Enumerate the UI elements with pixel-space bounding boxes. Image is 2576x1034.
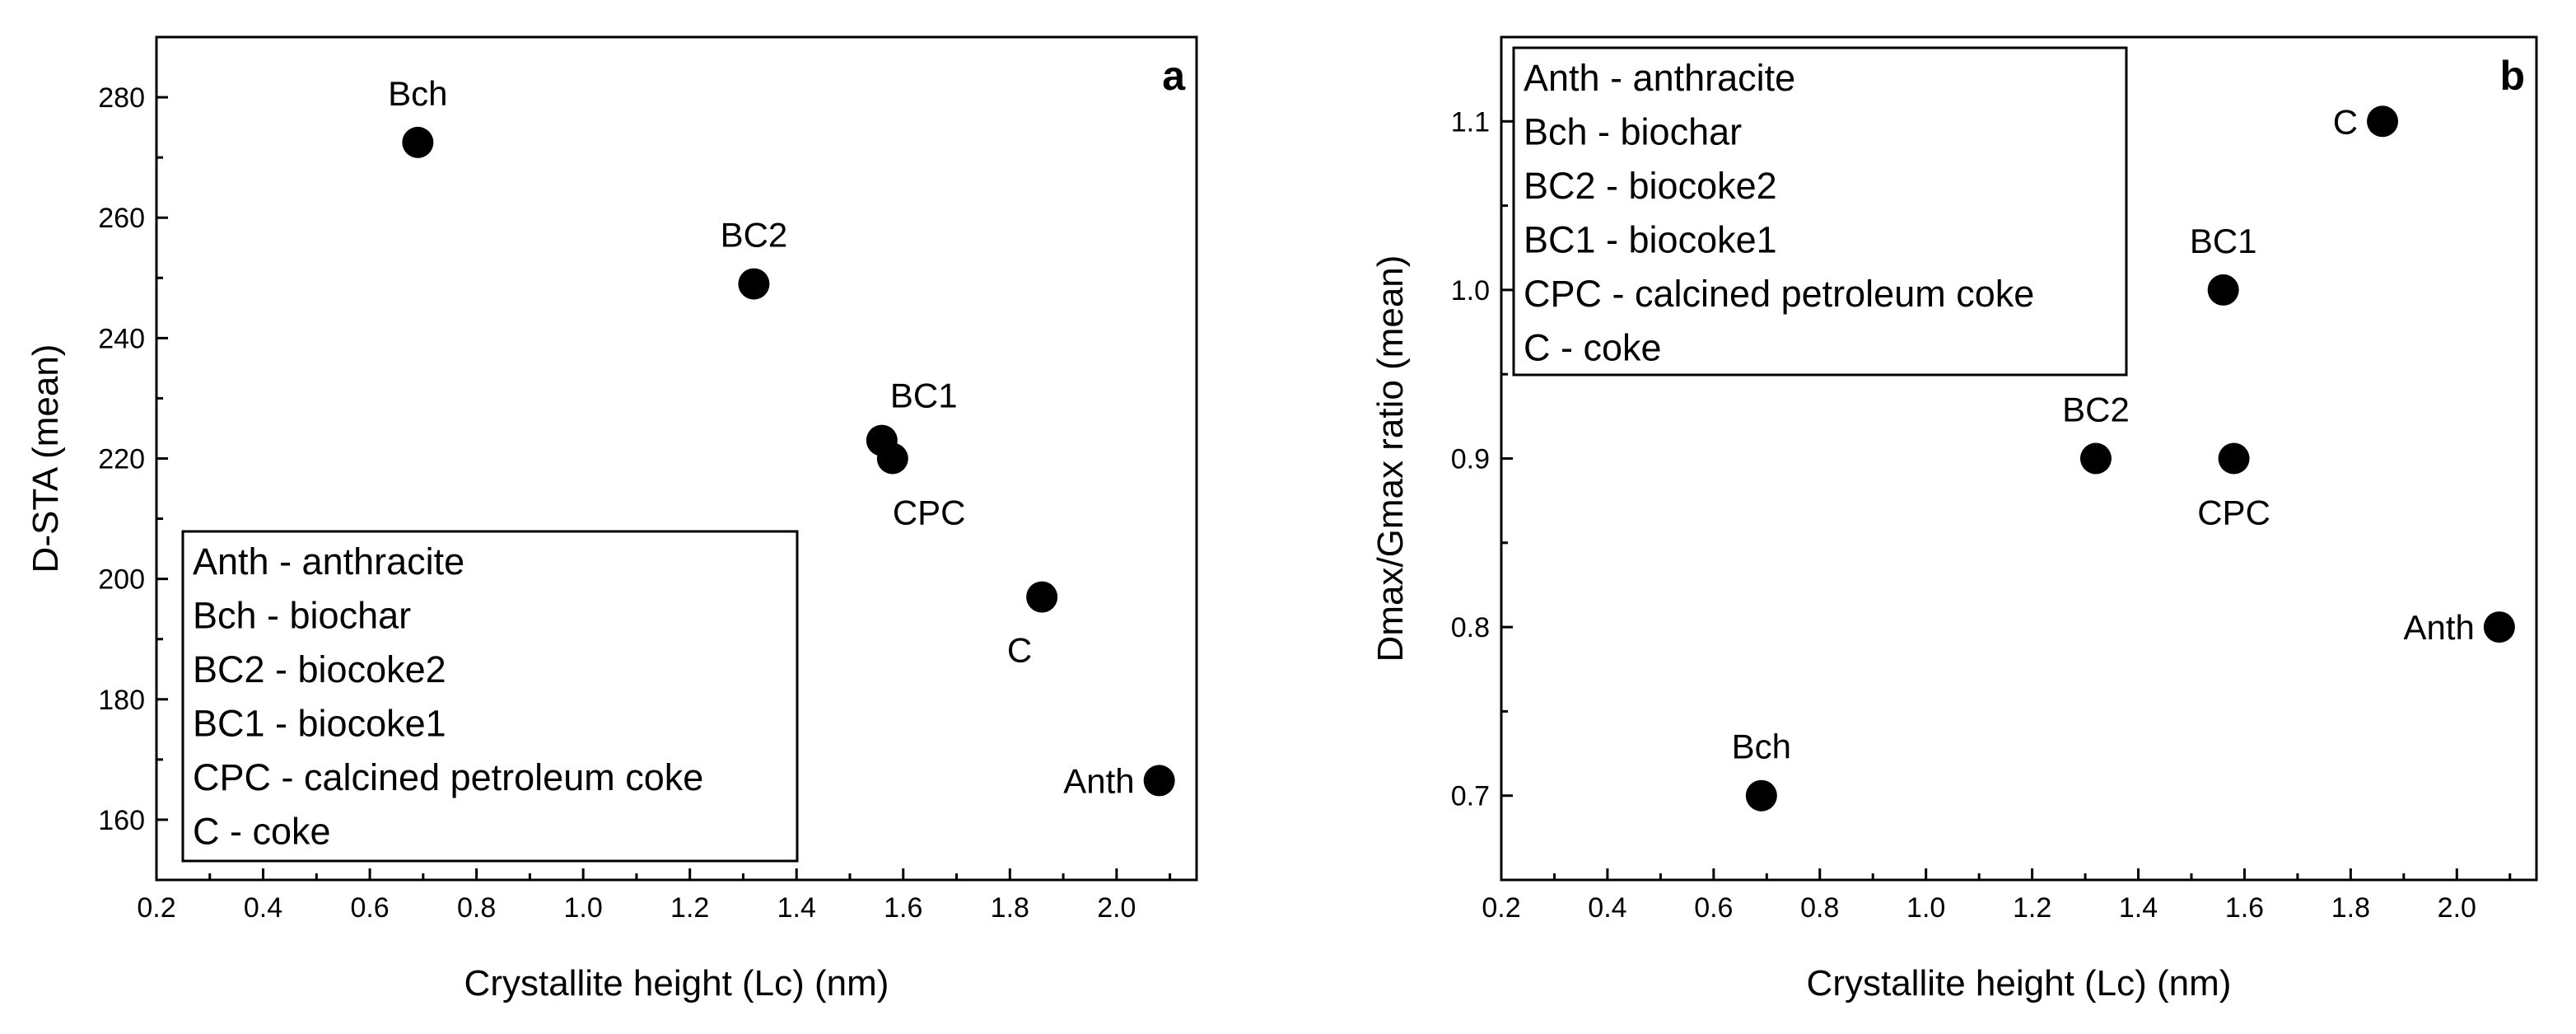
- x-tick-label: 0.8: [1800, 892, 1839, 924]
- legend-entry: Anth - anthracite: [1524, 57, 1795, 99]
- x-tick-label: 1.0: [1906, 892, 1945, 924]
- point-label-anth: Anth: [1063, 761, 1134, 800]
- y-tick-label: 200: [98, 564, 145, 596]
- y-tick-label: 0.9: [1451, 444, 1490, 475]
- panel-label: a: [1162, 53, 1186, 99]
- data-point-c: [1026, 581, 1058, 613]
- y-tick-label: 280: [98, 82, 145, 114]
- legend-entry: Bch - biochar: [1524, 111, 1742, 153]
- point-label-bc1: BC1: [890, 377, 958, 415]
- point-label-bch: Bch: [1732, 728, 1791, 766]
- legend-entry: C - coke: [193, 811, 331, 853]
- y-axis-label: Dmax/Gmax ratio (mean): [1370, 255, 1411, 662]
- y-tick-label: 240: [98, 323, 145, 354]
- data-point-anth: [1143, 765, 1175, 797]
- x-tick-label: 1.2: [2013, 892, 2051, 924]
- point-label-bc2: BC2: [2062, 391, 2130, 429]
- legend-entry: BC2 - biocoke2: [1524, 165, 1777, 207]
- panel-b: 0.2 0.4 0.6 0.8 1.0 1.2 1.4 1.6 1.8 2.0 0.7 0.8 0.9 1…: [1370, 35, 2538, 1004]
- y-tick-label: 1.1: [1451, 106, 1490, 138]
- legend: Anth - anthracite Bch - biochar BC2 - bioc…: [1512, 46, 2128, 377]
- point-label-cpc: CPC: [2197, 494, 2270, 532]
- x-tick-label: 1.8: [991, 892, 1029, 924]
- x-tick-label: 1.4: [2119, 892, 2158, 924]
- x-tick-label: 0.6: [1694, 892, 1733, 924]
- x-tick-label: 0.6: [350, 892, 389, 924]
- point-label-bc2: BC2: [721, 216, 788, 255]
- legend-box: [1512, 46, 2128, 377]
- legend-entry: BC1 - biocoke1: [193, 703, 446, 745]
- x-tick-label: 1.4: [777, 892, 816, 924]
- y-tick-label: 180: [98, 685, 145, 716]
- x-axis-label: Crystallite height (Lc) (nm): [1807, 963, 2232, 1004]
- y-tick-label: 0.7: [1451, 781, 1490, 812]
- legend-entry: Bch - biochar: [193, 595, 411, 637]
- x-tick-label: 0.2: [137, 892, 175, 924]
- x-tick-label: 2.0: [2438, 892, 2476, 924]
- legend-entry: BC2 - biocoke2: [193, 648, 446, 690]
- x-tick-label: 1.2: [670, 892, 709, 924]
- legend-box: [181, 530, 799, 863]
- legend: Anth - anthracite Bch - biochar BC2 - bioc…: [181, 530, 799, 863]
- data-point-anth: [2483, 611, 2515, 643]
- legend-entry: BC1 - biocoke1: [1524, 219, 1777, 261]
- y-tick-label: 160: [98, 805, 145, 836]
- legend-entry: C - coke: [1524, 327, 1662, 369]
- y-tick-label: 220: [98, 444, 145, 475]
- data-point-bc1: [2207, 274, 2239, 306]
- point-label-bch: Bch: [388, 74, 447, 113]
- x-tick-label: 1.6: [884, 892, 922, 924]
- x-tick-label: 0.4: [244, 892, 282, 924]
- x-tick-label: 0.8: [457, 892, 496, 924]
- x-tick-label: 2.0: [1097, 892, 1136, 924]
- x-tick-label: 1.0: [564, 892, 603, 924]
- x-tick-label: 1.6: [2225, 892, 2264, 924]
- point-label-c: C: [2333, 102, 2358, 141]
- legend-entry: Anth - anthracite: [193, 540, 464, 583]
- data-point-cpc: [876, 442, 908, 475]
- y-tick-label: 0.8: [1451, 612, 1490, 643]
- legend-entry: CPC - calcined petroleum coke: [1524, 273, 2034, 315]
- point-label-cpc: CPC: [893, 494, 966, 532]
- y-tick-label: 1.0: [1451, 275, 1490, 306]
- data-point-bc2: [2079, 442, 2112, 475]
- data-point-bch: [1745, 779, 1777, 812]
- x-tick-label: 0.2: [1482, 892, 1520, 924]
- legend-entry: CPC - calcined petroleum coke: [193, 756, 703, 798]
- y-tick-label: 260: [98, 203, 145, 234]
- x-tick-label: 0.4: [1588, 892, 1626, 924]
- x-axis-label: Crystallite height (Lc) (nm): [464, 963, 889, 1004]
- panel-a: 0.2 0.4 0.6 0.8 1.0 1.2 1.4 1.6 1.8 2.0 160 180 200 2…: [26, 35, 1198, 1004]
- data-point-bch: [402, 126, 434, 158]
- data-point-c: [2367, 105, 2399, 138]
- panel-label: b: [2499, 53, 2525, 99]
- point-label-anth: Anth: [2403, 608, 2474, 647]
- point-label-bc1: BC1: [2190, 222, 2257, 260]
- point-label-c: C: [1007, 631, 1032, 670]
- data-point-cpc: [2218, 442, 2250, 475]
- x-tick-label: 1.8: [2331, 892, 2370, 924]
- y-axis-label: D-STA (mean): [26, 344, 66, 573]
- data-point-bc2: [738, 268, 770, 300]
